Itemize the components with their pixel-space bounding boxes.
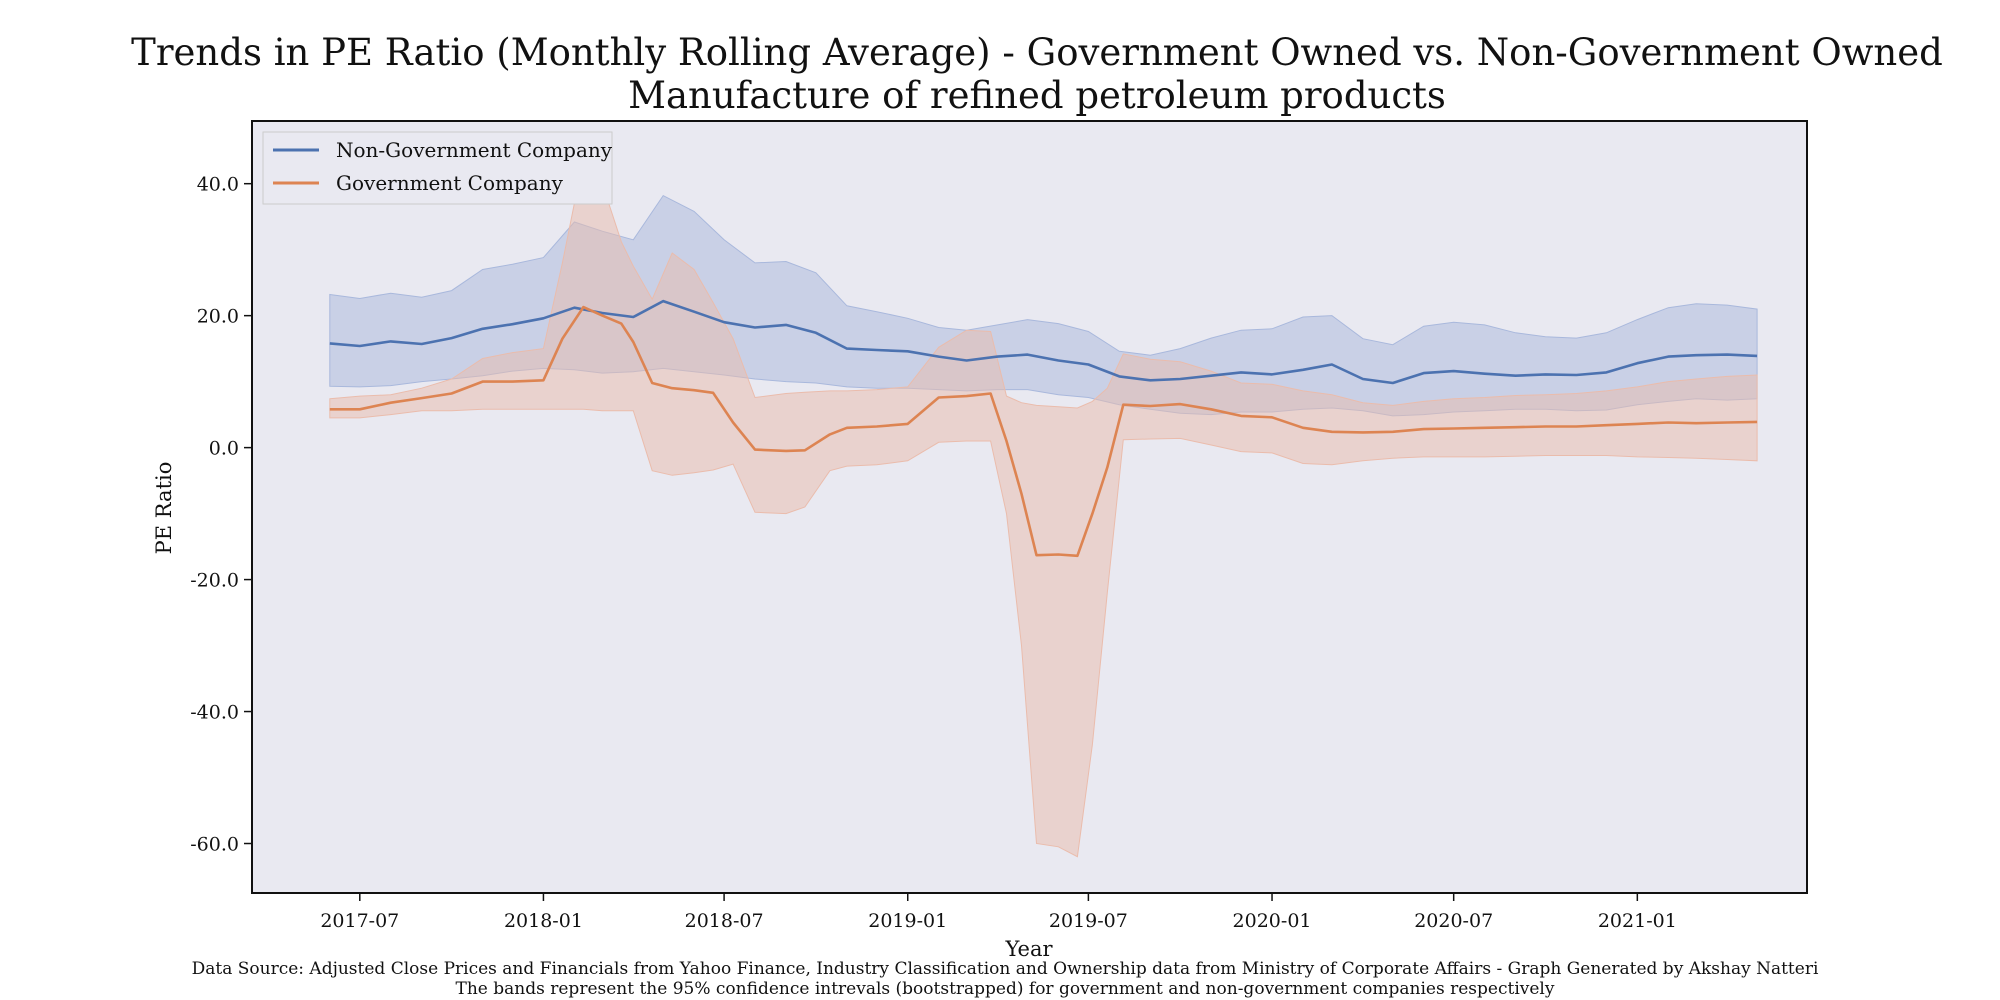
legend-label-non-government: Non-Government Company [336,138,613,162]
x-tick-label: 2017-07 [320,910,399,932]
x-axis: 2017-07 2018-01 2018-07 2019-01 2019-07 2020-… [320,893,1677,932]
x-tick-label: 2021-01 [1598,910,1677,932]
line-non-government-company [329,299,1758,385]
y-tick-label: 0.0 [209,438,239,460]
legend: Non-Government Company Government Compan… [262,131,613,205]
y-tick-label: 20.0 [197,306,239,328]
chart-subtitle: Manufacture of refined petroleum product… [628,74,1446,117]
y-tick-label: 40.0 [197,174,239,196]
legend-box [262,131,613,205]
x-tick-label: 2018-01 [504,910,583,932]
x-tick-label: 2018-07 [685,910,764,932]
x-axis-label: Year [1004,937,1053,961]
series-lines [329,299,1758,558]
y-tick-label: -60.0 [190,834,239,856]
caption-bands-note: The bands represent the 95% confidence i… [456,979,1555,999]
plot-frame [251,120,1808,894]
x-tick-label: 2019-01 [868,910,947,932]
y-axis: 40.0 20.0 0.0 -20.0 -40.0 -60.0 [190,174,252,856]
y-axis-label: PE Ratio [152,462,176,555]
x-tick-label: 2020-07 [1414,910,1493,932]
caption-source: Data Source: Adjusted Close Prices and F… [192,959,1819,979]
chart-title: Trends in PE Ratio (Monthly Rolling Aver… [131,31,1943,74]
x-tick-label: 2019-07 [1049,910,1128,932]
confidence-bands [329,157,1758,858]
line-government-company [329,305,1758,558]
y-tick-label: -20.0 [190,570,239,592]
legend-label-government: Government Company [336,171,564,195]
y-tick-label: -40.0 [190,702,239,724]
band-government-company [329,157,1758,858]
x-tick-label: 2020-01 [1233,910,1312,932]
